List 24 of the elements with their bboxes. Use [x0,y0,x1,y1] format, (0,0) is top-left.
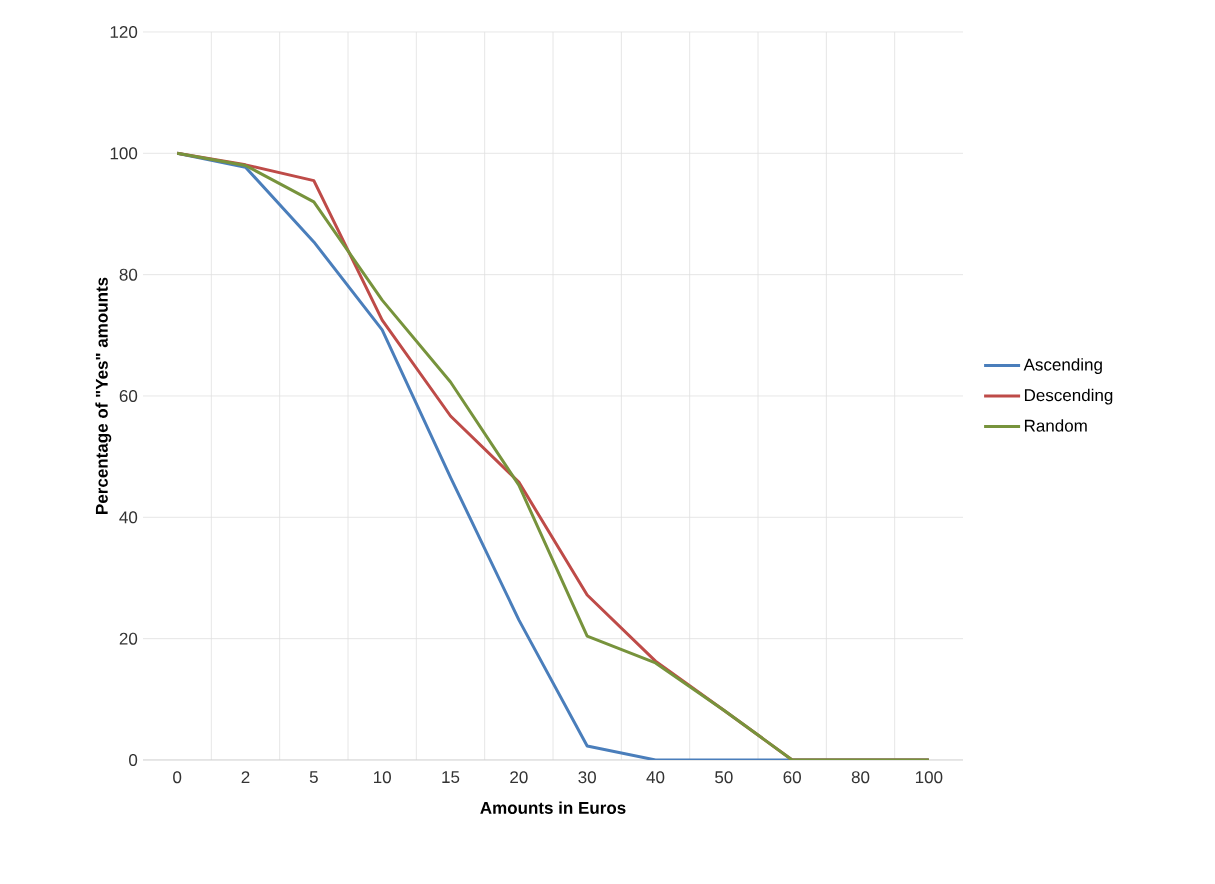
legend-label: Descending [1024,388,1113,405]
x-tick-label: 10 [374,771,391,784]
y-tick-label: 100 [110,147,138,160]
x-axis-title: Amounts in Euros [480,801,626,814]
y-tick-label: 80 [119,268,138,281]
x-tick-label: 100 [915,771,943,784]
y-tick-label: 0 [129,753,138,767]
x-tick-label: 40 [646,771,665,784]
x-tick-label: 15 [442,771,460,784]
x-tick-label: 30 [578,771,596,784]
x-tick-label: 60 [783,771,801,784]
legend-label: Random [1024,419,1087,432]
y-tick-label: 40 [119,511,138,524]
x-tick-label: 20 [510,771,528,784]
x-tick-label: 5 [309,771,318,784]
x-tick-label: 80 [851,771,870,784]
y-tick-label: 60 [119,389,138,403]
y-axis-title: Percentage of "Yes" amounts [95,277,112,514]
x-tick-label: 50 [715,771,733,784]
legend-label: Ascending [1023,358,1102,374]
y-tick-label: 120 [110,25,138,38]
x-tick-label: 0 [173,771,182,784]
x-tick-label: 2 [241,771,250,784]
y-tick-label: 20 [119,632,138,645]
